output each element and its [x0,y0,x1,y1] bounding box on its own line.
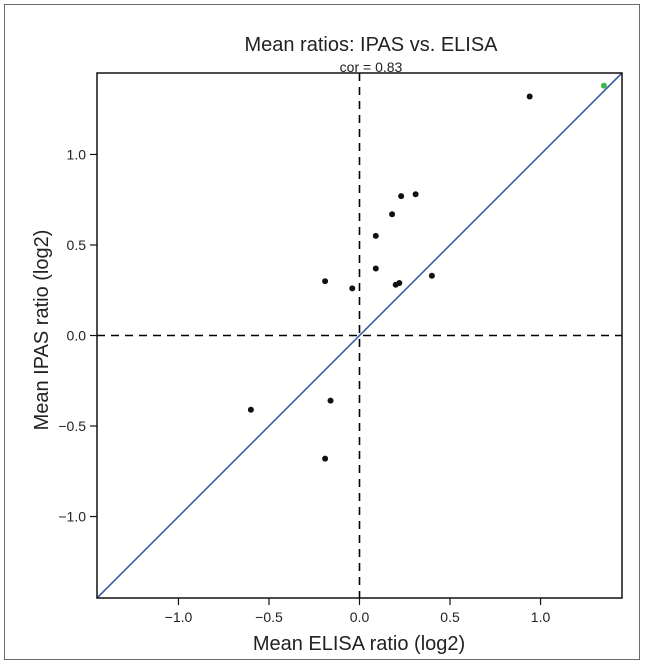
x-tick-label: 1.0 [531,609,551,625]
data-point [398,193,405,200]
y-tick-label: 1.0 [67,146,87,162]
y-tick-label: −0.5 [58,418,86,434]
data-point [247,406,254,413]
y-tick-label: 0.5 [67,237,87,253]
y-axis-label: Mean IPAS ratio (log2) [31,230,53,431]
data-point [349,285,356,292]
data-point [526,93,533,100]
data-point [600,82,607,89]
data-point [372,265,379,272]
data-point [322,455,329,462]
x-tick-label: −0.5 [255,609,283,625]
data-point [396,280,403,286]
x-tick-label: 0.0 [350,609,370,625]
figure-frame [4,4,640,660]
chart-subtitle: cor = 0.83 [340,59,403,75]
data-point [412,191,419,198]
data-point [389,211,396,218]
y-tick-label: 0.0 [67,328,87,344]
data-point [428,272,435,279]
y-tick-label: −1.0 [58,509,86,525]
identity-line [96,72,623,599]
data-point [372,232,379,239]
x-axis-label: Mean ELISA ratio (log2) [253,633,465,655]
data-point [327,397,334,404]
data-point [322,278,329,285]
x-tick-label: 0.5 [440,609,460,625]
x-tick-label: −1.0 [165,609,193,625]
chart-title: Mean ratios: IPAS vs. ELISA [244,34,498,56]
